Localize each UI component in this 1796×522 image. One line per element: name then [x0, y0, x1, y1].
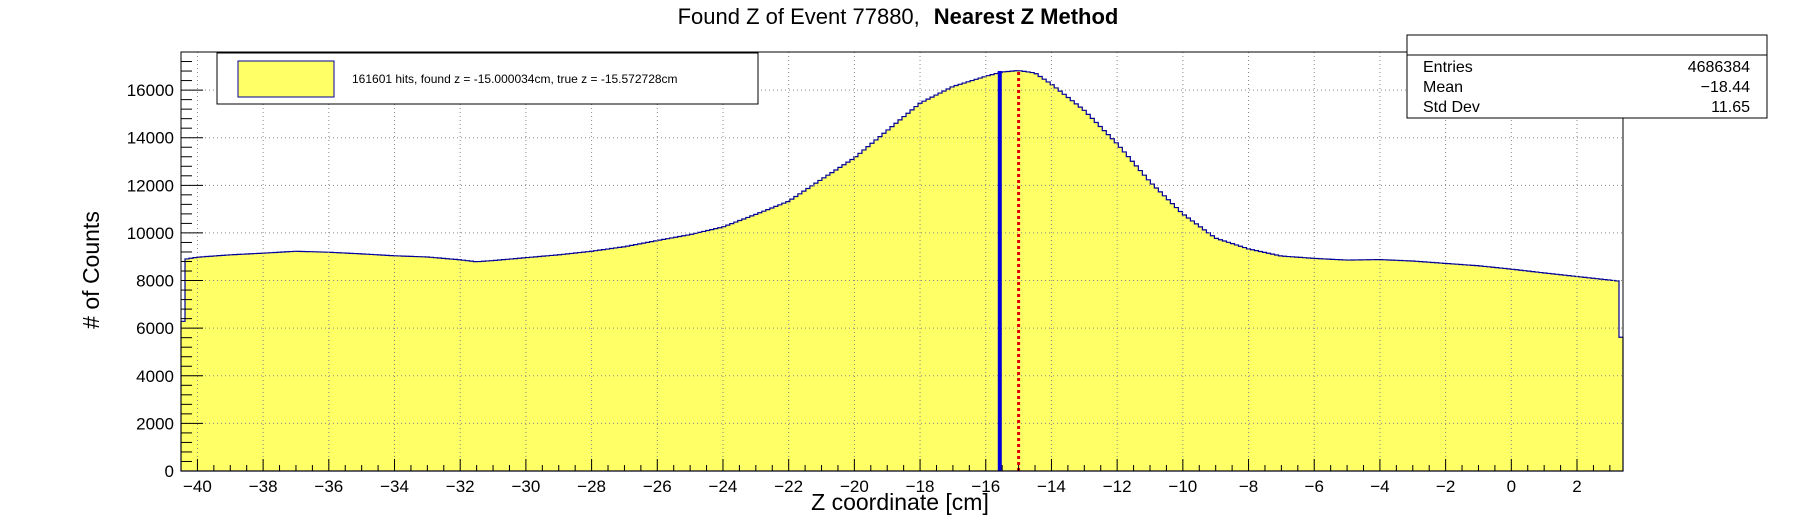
x-tick-label: −4	[1370, 477, 1389, 496]
marker-lines	[997, 71, 1021, 471]
x-tick-label: −6	[1305, 477, 1324, 496]
chart-title-method: Nearest Z Method	[934, 4, 1119, 29]
x-tick-label: −18	[906, 477, 935, 496]
y-tick-label: 14000	[127, 129, 174, 148]
histogram-bars	[180, 70, 1624, 472]
x-tick-label: −8	[1239, 477, 1258, 496]
y-axis-title: # of Counts	[78, 211, 104, 329]
chart-title-prefix: Found Z of Event 77880,	[678, 4, 920, 29]
stats-stddev-value: 11.65	[1711, 99, 1750, 116]
histogram-layer	[180, 70, 1624, 472]
x-tick-label: −34	[380, 477, 409, 496]
y-axis-ticks: 0 2000 4000 6000 8000 10000 12000 14000 16000	[127, 51, 203, 481]
x-tick-label: 2	[1572, 477, 1581, 496]
stats-box: Entries 4686384 Mean −18.44 Std Dev 11.6…	[1406, 34, 1768, 119]
x-tick-label: −20	[840, 477, 869, 496]
x-tick-label: 0	[1507, 477, 1516, 496]
x-tick-label: −26	[643, 477, 672, 496]
x-tick-label: −36	[314, 477, 343, 496]
x-tick-label: −28	[577, 477, 606, 496]
x-tick-label: −2	[1436, 477, 1455, 496]
x-axis-title: Z coordinate [cm]	[811, 489, 989, 515]
chart-title: Found Z of Event 77880, Nearest Z Method	[678, 4, 1119, 29]
x-tick-label: −24	[709, 477, 738, 496]
y-tick-label: 2000	[136, 414, 174, 433]
x-tick-label: −14	[1037, 477, 1066, 496]
stats-stddev-label: Std Dev	[1423, 99, 1480, 116]
x-tick-label: −16	[971, 477, 1000, 496]
stats-mean-label: Mean	[1423, 79, 1463, 96]
legend-box: 161601 hits, found z = -15.000034cm, tru…	[216, 52, 759, 105]
y-tick-label: 8000	[136, 272, 174, 291]
x-tick-label: −38	[249, 477, 278, 496]
x-tick-label: −22	[774, 477, 803, 496]
y-tick-label: 4000	[136, 367, 174, 386]
stats-mean-value: −18.44	[1701, 79, 1750, 96]
y-tick-label: 16000	[127, 81, 174, 100]
grid-lines	[181, 52, 1623, 471]
x-tick-label: −40	[183, 477, 212, 496]
y-tick-label: 0	[165, 462, 174, 481]
x-tick-label: −10	[1168, 477, 1197, 496]
stats-entries-label: Entries	[1423, 59, 1473, 76]
x-tick-label: −32	[446, 477, 475, 496]
x-tick-label: −12	[1103, 477, 1132, 496]
x-axis-ticks: −40 −38 −36 −34 −32 −30 −28 −26 −24 −22 −20 −18 −16−…	[180, 459, 1611, 496]
legend-swatch	[237, 60, 335, 98]
y-tick-label: 10000	[127, 224, 174, 243]
x-tick-label: −30	[511, 477, 540, 496]
y-tick-label: 6000	[136, 319, 174, 338]
y-tick-label: 12000	[127, 176, 174, 195]
stats-entries-value: 4686384	[1688, 59, 1750, 76]
legend-entry-label: 161601 hits, found z = -15.000034cm, tru…	[352, 72, 678, 86]
